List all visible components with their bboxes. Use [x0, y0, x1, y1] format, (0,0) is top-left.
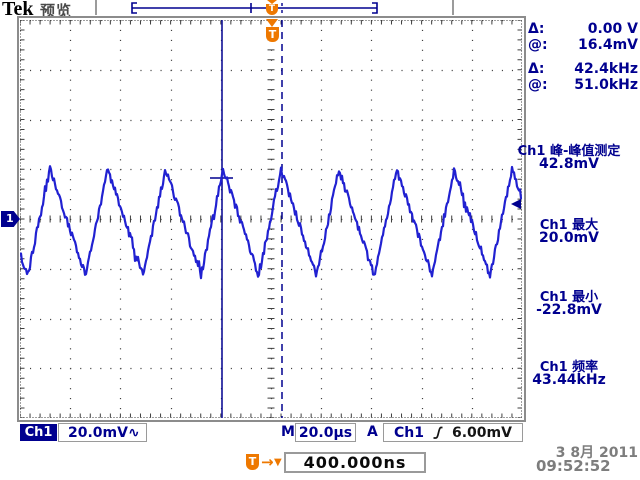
trigger-source-value: Ch1	[394, 425, 424, 441]
horizontal-position-value: 400.000ns	[304, 453, 407, 472]
trigger-readout: Ch1 6.00mV	[383, 423, 523, 442]
trigger-point-arrow-icon	[266, 19, 278, 27]
cursor-delta-voltage: Δ: 0.00 V	[528, 21, 638, 37]
at-voltage-value: 16.4mV	[578, 37, 638, 53]
at-symbol: @:	[528, 77, 548, 93]
timebase-value: 20.0μs	[299, 425, 352, 441]
rising-edge-icon	[432, 425, 444, 440]
oscilloscope-screen: Tek 预览 T T 1 Δ: 0.00 V @: 16.4mV Δ: 42.4…	[0, 0, 640, 480]
trigger-level-arrow-icon	[511, 199, 521, 209]
trigger-level-value: 6.00mV	[452, 425, 512, 441]
timebase-readout: 20.0μs	[295, 423, 356, 442]
cursor-at-frequency: @: 51.0kHz	[528, 77, 638, 93]
horizontal-position-readout: 400.000ns	[284, 452, 426, 473]
header-divider	[452, 0, 454, 15]
ac-coupling-icon: ∿	[128, 425, 140, 441]
measurement-value-pkpk: 42.8mV	[498, 156, 640, 172]
delta-symbol: Δ:	[528, 61, 544, 77]
at-frequency-value: 51.0kHz	[574, 77, 638, 93]
trigger-position-icon: T	[246, 454, 259, 470]
waveform-display	[20, 20, 522, 418]
trigger-a-label: A	[367, 424, 378, 440]
arrow-right-icon: →	[261, 453, 274, 471]
delta-symbol: Δ:	[528, 21, 544, 37]
vertical-scale-value: 20.0mV	[68, 425, 128, 441]
measurement-value-freq: 43.44kHz	[498, 372, 640, 388]
channel1-badge: Ch1	[20, 424, 57, 441]
time-display: 09:52:52	[536, 457, 611, 475]
measurement-value-min: -22.8mV	[498, 302, 640, 318]
trigger-point-marker-icon: T	[266, 27, 279, 42]
delta-voltage-value: 0.00 V	[588, 21, 638, 37]
channel1-scale-readout: 20.0mV ∿	[58, 423, 147, 442]
pointer-down-icon: ▼	[274, 457, 282, 468]
main-timebase-label: M	[281, 424, 295, 440]
header-divider	[95, 0, 97, 15]
measurement-value-max: 20.0mV	[498, 230, 640, 246]
at-symbol: @:	[528, 37, 548, 53]
cursor-delta-frequency: Δ: 42.4kHz	[528, 61, 638, 77]
record-view-bar	[125, 0, 385, 16]
cursor-at-voltage: @: 16.4mV	[528, 37, 638, 53]
delta-frequency-value: 42.4kHz	[574, 61, 638, 77]
